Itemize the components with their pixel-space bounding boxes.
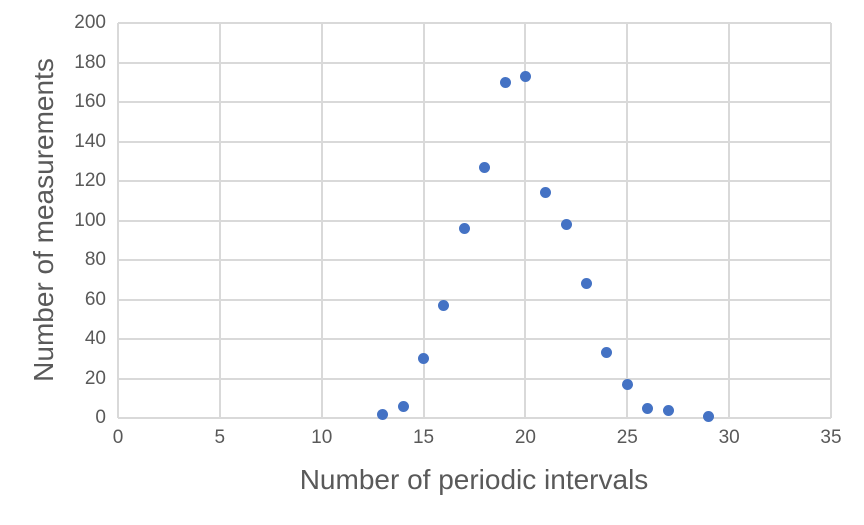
gridline-x — [422, 23, 425, 418]
data-point — [418, 353, 430, 365]
y-tick-label: 120 — [74, 170, 106, 191]
y-tick-label: 0 — [95, 407, 106, 428]
data-point — [601, 347, 613, 359]
data-point — [438, 299, 450, 311]
gridline-x — [320, 23, 323, 418]
gridline-y — [118, 22, 831, 24]
data-point — [458, 222, 470, 234]
y-tick-label: 200 — [74, 12, 106, 33]
gridline-x — [728, 23, 731, 418]
x-tick-label: 15 — [412, 427, 435, 448]
y-tick-label: 40 — [84, 328, 106, 349]
x-tick-label: 20 — [514, 427, 536, 448]
gridline-y — [118, 219, 831, 222]
data-point — [397, 400, 409, 412]
data-point — [621, 378, 633, 390]
gridline-x — [830, 23, 832, 418]
data-point — [499, 76, 511, 88]
plot-area — [117, 22, 832, 422]
y-tick-label: 140 — [74, 130, 106, 152]
gridline-y — [118, 140, 831, 143]
x-tick-label: 10 — [311, 427, 333, 448]
data-point — [540, 187, 552, 199]
x-tick-label: 30 — [718, 427, 740, 448]
gridline-y — [118, 338, 831, 340]
data-point — [581, 278, 593, 290]
gridline-y — [118, 377, 831, 380]
y-tick-label: 80 — [84, 249, 106, 270]
x-tick-label: 0 — [112, 427, 124, 448]
gridline-y — [118, 61, 831, 64]
data-point — [703, 410, 715, 422]
x-tick-label: 35 — [820, 427, 842, 448]
data-point — [479, 161, 491, 173]
gridline-x — [218, 23, 221, 418]
data-point — [377, 408, 389, 420]
gridline-y — [118, 101, 831, 103]
gridline-x — [524, 23, 527, 418]
x-tick-label: 5 — [214, 427, 226, 448]
gridline-y — [118, 298, 831, 301]
gridline-x — [117, 23, 119, 418]
x-tick-label: 25 — [616, 427, 638, 448]
gridline-x — [626, 23, 629, 418]
data-point — [560, 218, 572, 230]
x-axis-title: Number of periodic intervals — [299, 464, 649, 495]
data-point — [662, 404, 674, 416]
y-tick-label: 60 — [84, 288, 106, 310]
gridline-y — [118, 180, 831, 182]
y-tick-label: 160 — [74, 91, 106, 112]
gridline-y — [118, 259, 831, 261]
y-tick-label: 100 — [74, 209, 106, 231]
y-tick-label: 180 — [74, 51, 106, 73]
data-point — [642, 402, 654, 414]
gridline-y — [118, 417, 831, 419]
y-tick-label: 20 — [84, 367, 106, 389]
data-point — [519, 70, 531, 82]
